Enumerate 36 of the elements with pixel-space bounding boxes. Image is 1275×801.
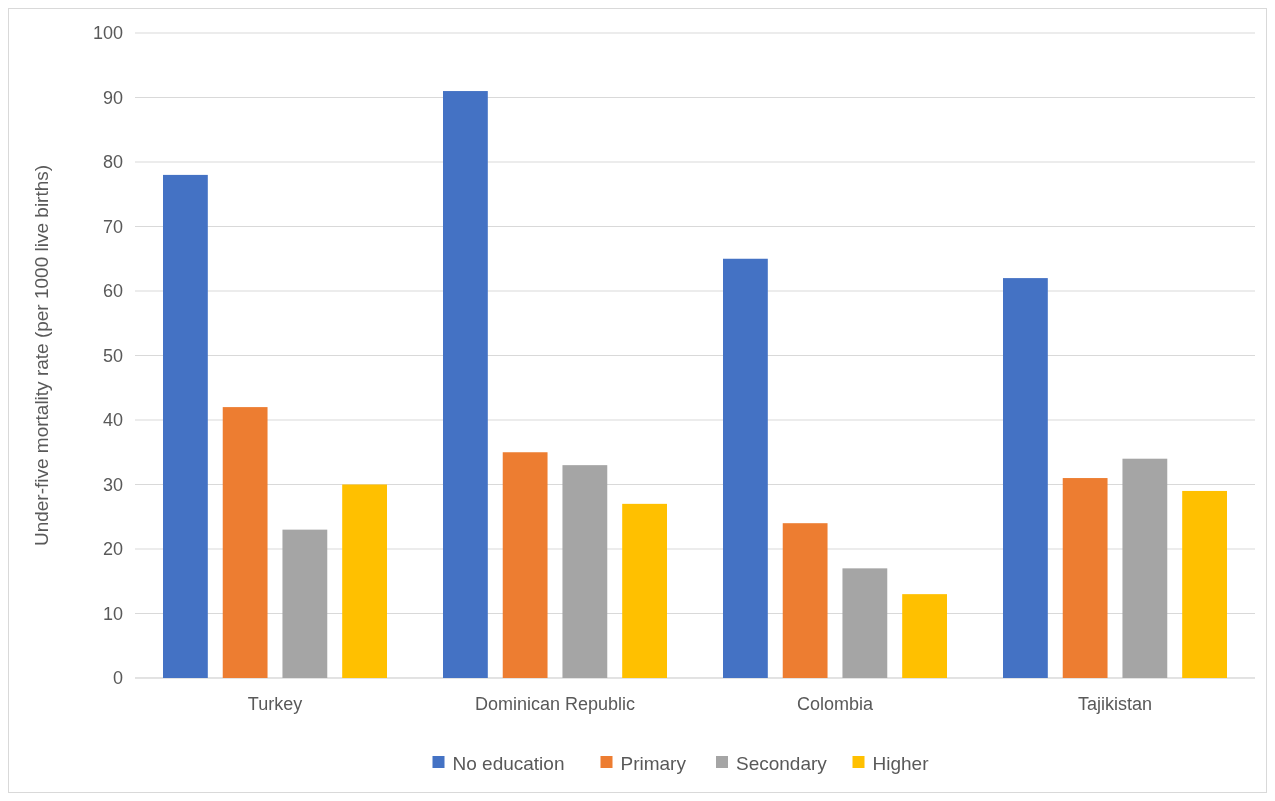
x-tick-label: Dominican Republic (474, 694, 636, 714)
y-tick-label: 60 (102, 281, 123, 302)
y-tick-label: 50 (102, 345, 123, 366)
y-tick-label: 30 (102, 474, 123, 495)
x-tick-label: Tajikistan (1077, 694, 1153, 714)
y-tick-label: 20 (102, 539, 123, 560)
bar (1062, 478, 1108, 678)
bar (723, 258, 768, 678)
bar (1122, 458, 1168, 678)
bar (502, 452, 548, 678)
legend-label: Higher (872, 752, 930, 774)
y-tick-label: 100 (92, 23, 123, 44)
bar (562, 465, 608, 678)
x-tick-label: Turkey (247, 694, 303, 714)
bar (622, 503, 667, 678)
legend-label: Secondary (736, 752, 828, 774)
bar (1003, 278, 1048, 678)
y-tick-label: 40 (102, 410, 123, 431)
y-tick-label: 0 (112, 668, 123, 689)
y-tick-label: 80 (102, 152, 123, 173)
bar (443, 91, 488, 678)
bar (842, 568, 888, 678)
bar (163, 174, 208, 678)
y-tick-label: 90 (102, 87, 123, 108)
x-tick-label: Colombia (796, 694, 874, 714)
bar (222, 407, 268, 678)
legend-label: Primary (620, 752, 687, 774)
bar (342, 484, 387, 678)
bar (902, 594, 947, 678)
legend-label: No education (452, 752, 565, 774)
y-axis-title: Under-five mortality rate (per 1000 live births) (31, 164, 52, 547)
bar (782, 523, 828, 678)
y-tick-label: 10 (102, 603, 123, 624)
bar (282, 529, 328, 678)
bar (1182, 490, 1227, 678)
y-tick-label: 70 (102, 216, 123, 237)
